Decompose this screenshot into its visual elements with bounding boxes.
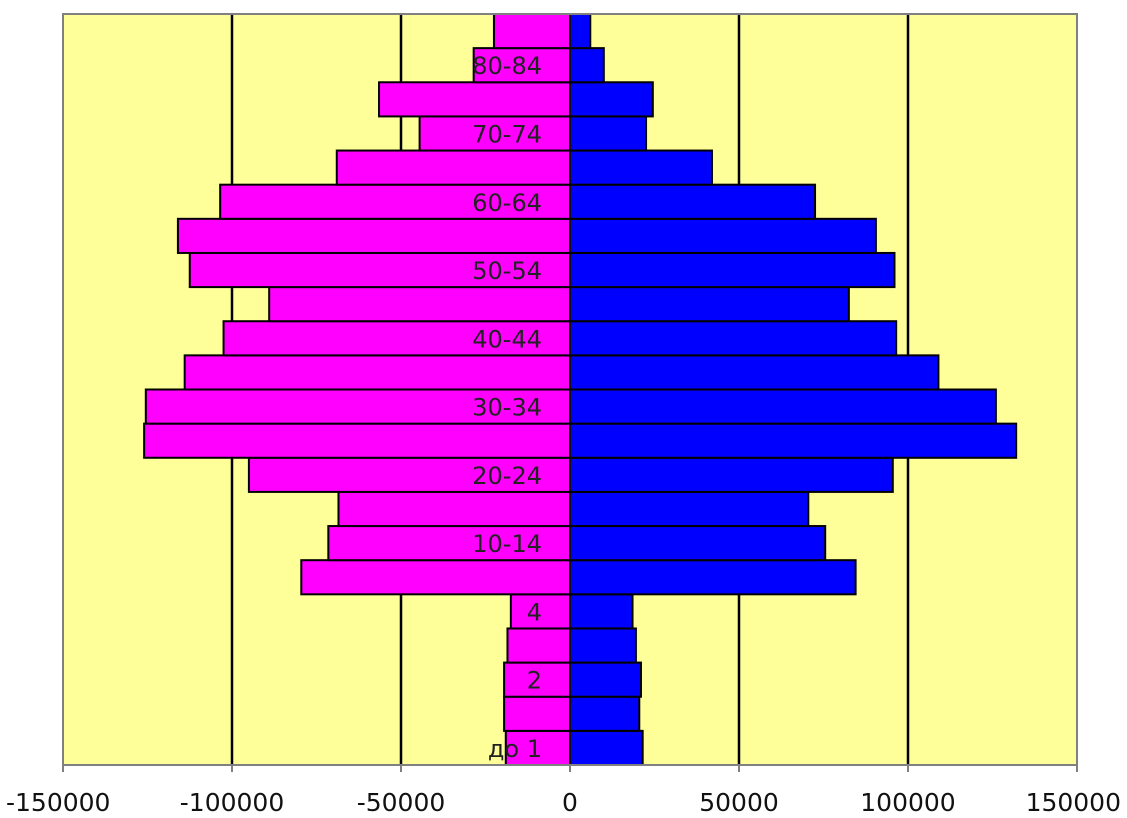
x-tick-label-1: -100000 <box>180 788 284 817</box>
bar-series2-1 <box>569 695 641 732</box>
bar-series1-10 <box>144 388 571 425</box>
x-tick-label-4: 50000 <box>699 788 779 817</box>
category-label-12: 40-44 <box>472 325 542 353</box>
category-label-20: 80-84 <box>472 52 542 80</box>
bar-series2-16 <box>569 183 817 220</box>
category-labels: до 1 2 4 10-14 20-24 30-34 40-44 50-54 60-64 70-7… <box>472 52 542 763</box>
bar-series2-21 <box>569 13 592 50</box>
x-tick-label-0: -150000 <box>6 788 110 817</box>
bar-series1-11 <box>183 354 571 391</box>
bar-series1-19 <box>378 81 571 118</box>
bar-series2-8 <box>569 456 894 493</box>
bar-series1-1 <box>503 695 571 732</box>
bar-series2-0 <box>569 729 644 767</box>
bar-series1-5 <box>300 559 571 596</box>
bar-series2-4 <box>569 593 634 630</box>
x-tick-label-2: -50000 <box>357 788 446 817</box>
bar-series1-21 <box>492 13 572 50</box>
bar-series1-8 <box>247 456 571 493</box>
category-label-14: 50-54 <box>472 257 542 285</box>
bar-series2-6 <box>569 525 827 562</box>
x-tick-label-5: 100000 <box>860 788 955 817</box>
bar-series2-14 <box>569 251 896 289</box>
bar-series2-19 <box>569 81 654 118</box>
bar-series2-10 <box>569 388 997 425</box>
bar-series1-12 <box>222 320 572 357</box>
bar-series2-2 <box>569 661 642 698</box>
bar-series1-13 <box>268 286 571 323</box>
bar-series1-3 <box>506 627 571 664</box>
bar-series2-9 <box>569 422 1018 459</box>
bar-series2-11 <box>569 354 940 391</box>
category-label-16: 60-64 <box>472 189 542 217</box>
category-label-4: 4 <box>527 598 542 626</box>
bar-series2-18 <box>569 115 648 152</box>
bar-series1-0 <box>504 729 571 767</box>
bar-series1-15 <box>176 217 571 254</box>
category-label-0: до 1 <box>488 735 542 763</box>
bar-series2-7 <box>569 490 810 528</box>
bar-series1-9 <box>143 422 571 459</box>
x-axis: -150000 -100000 -50000 0 50000 100000 150000 <box>6 765 1121 817</box>
bar-series1-16 <box>219 183 571 220</box>
bar-series2-15 <box>569 217 877 254</box>
category-label-18: 70-74 <box>472 120 542 148</box>
bar-series2-20 <box>569 47 605 84</box>
bar-series2-5 <box>569 559 857 596</box>
bars <box>143 13 1018 767</box>
x-tick-label-6: 150000 <box>1026 788 1121 817</box>
category-label-8: 20-24 <box>472 462 542 490</box>
x-tick-label-3: 0 <box>562 788 578 817</box>
category-label-6: 10-14 <box>472 530 542 558</box>
category-label-2: 2 <box>527 667 542 695</box>
category-label-10: 30-34 <box>472 394 542 422</box>
bar-series2-17 <box>569 149 713 186</box>
bar-series1-7 <box>337 490 571 528</box>
bar-series2-3 <box>569 627 637 664</box>
bar-series2-12 <box>569 320 898 357</box>
bar-series1-17 <box>335 149 571 186</box>
bar-series2-13 <box>569 286 850 323</box>
